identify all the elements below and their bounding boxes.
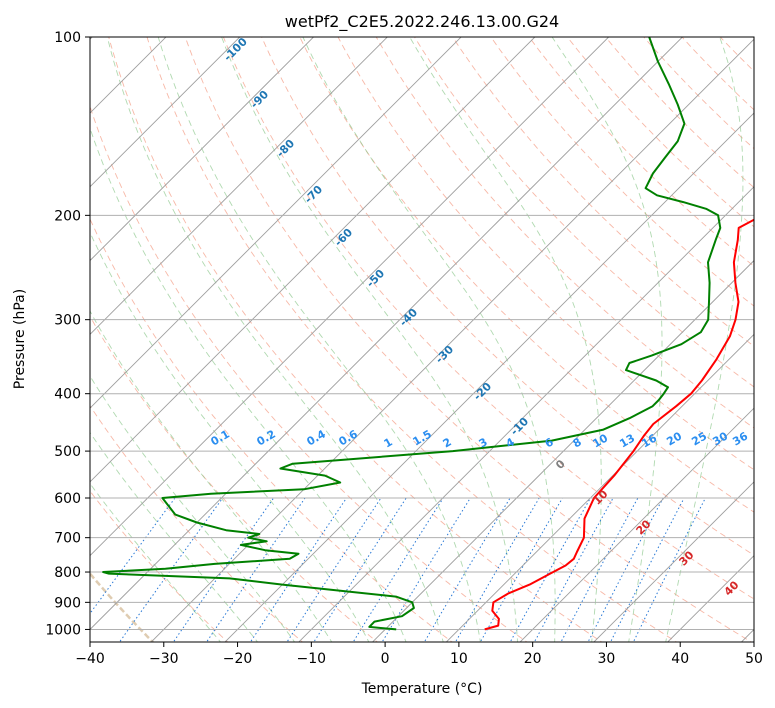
isotherm-line — [150, 38, 754, 642]
y-tick-label: 500 — [54, 444, 81, 460]
isotherms — [90, 37, 754, 642]
isotherm-line — [593, 481, 754, 642]
moist-adiabat-line — [90, 482, 222, 642]
x-axis-label: Temperature (°C) — [361, 681, 483, 697]
mixing-ratio-lines — [90, 497, 706, 642]
y-tick-label: 800 — [54, 565, 81, 581]
y-tick-label: 300 — [54, 313, 81, 329]
y-axis-ticks: 1000 900 800 700 600 500 400 300 200 100 — [45, 30, 90, 638]
chart-title: wetPf2_C2E5.2022.246.13.00.G24 — [285, 12, 559, 32]
dry-adiabat-line — [146, 37, 678, 642]
isotherm-line — [90, 37, 684, 631]
pressure-gridlines — [90, 37, 754, 630]
dry-adiabat-line — [413, 37, 754, 388]
dry-adiabat-line — [222, 37, 754, 600]
mixing-ratio-line — [479, 497, 563, 642]
dry-adiabat-line — [452, 37, 754, 347]
x-tick-label: 0 — [381, 651, 390, 667]
x-tick-label: 30 — [598, 651, 616, 667]
mixing-ratio-line — [172, 497, 275, 642]
isotherm-line — [445, 333, 754, 642]
dry-adiabat-line — [490, 37, 754, 307]
y-tick-label: 1000 — [45, 622, 81, 638]
dry-adiabat-line — [261, 37, 754, 556]
isotherm-line — [224, 112, 754, 642]
mixing-ratio-line — [352, 497, 444, 642]
mixing-ratio-line — [610, 497, 685, 642]
dry-adiabat-line — [337, 37, 754, 471]
mixing-ratio-line — [632, 497, 706, 642]
x-tick-label: 40 — [671, 651, 689, 667]
moist-adiabat-line — [90, 231, 370, 642]
y-tick-label: 200 — [54, 208, 81, 224]
isotherm-line — [90, 37, 462, 409]
x-tick-label: −40 — [75, 651, 105, 667]
x-tick-label: 50 — [745, 651, 763, 667]
x-tick-label: −10 — [297, 651, 327, 667]
dry-adiabat-line — [299, 37, 754, 513]
x-tick-label: −20 — [223, 651, 253, 667]
temperature-line — [484, 218, 754, 631]
dewpoint-line — [102, 37, 722, 631]
x-tick-label: 20 — [524, 651, 542, 667]
isotherm-line — [90, 37, 610, 557]
isotherm-line — [90, 37, 536, 483]
plot-frame — [89, 36, 755, 643]
x-tick-label: 10 — [450, 651, 468, 667]
isotherm-line — [90, 37, 315, 262]
x-tick-label: −30 — [149, 651, 179, 667]
mixing-ratio-line — [454, 497, 540, 642]
mixing-ratio-line — [313, 497, 407, 642]
y-tick-label: 100 — [54, 30, 81, 46]
plot-area: -100-90-80-70-60-50-40-30-20-100.1 0.2 0.4… — [90, 37, 754, 642]
series-lines — [102, 37, 754, 631]
y-tick-label: 700 — [54, 531, 81, 547]
isotherm-line — [90, 37, 241, 188]
y-axis-label: Pressure (hPa) — [12, 289, 28, 389]
y-tick-label: 400 — [54, 387, 81, 403]
x-axis-ticks: −40 −30 −20 −10 0 10 20 30 40 50 — [75, 642, 763, 667]
y-tick-label: 600 — [54, 491, 81, 507]
y-tick-label: 900 — [54, 595, 81, 611]
isotherm-line — [519, 407, 754, 642]
isotherm-line — [371, 259, 754, 642]
mixing-ratio-line — [423, 497, 511, 642]
dry-adiabat-line — [375, 37, 754, 429]
mixing-ratio-line — [118, 497, 224, 642]
moist-adiabat-line — [90, 375, 296, 642]
isotherm-line — [298, 186, 754, 642]
